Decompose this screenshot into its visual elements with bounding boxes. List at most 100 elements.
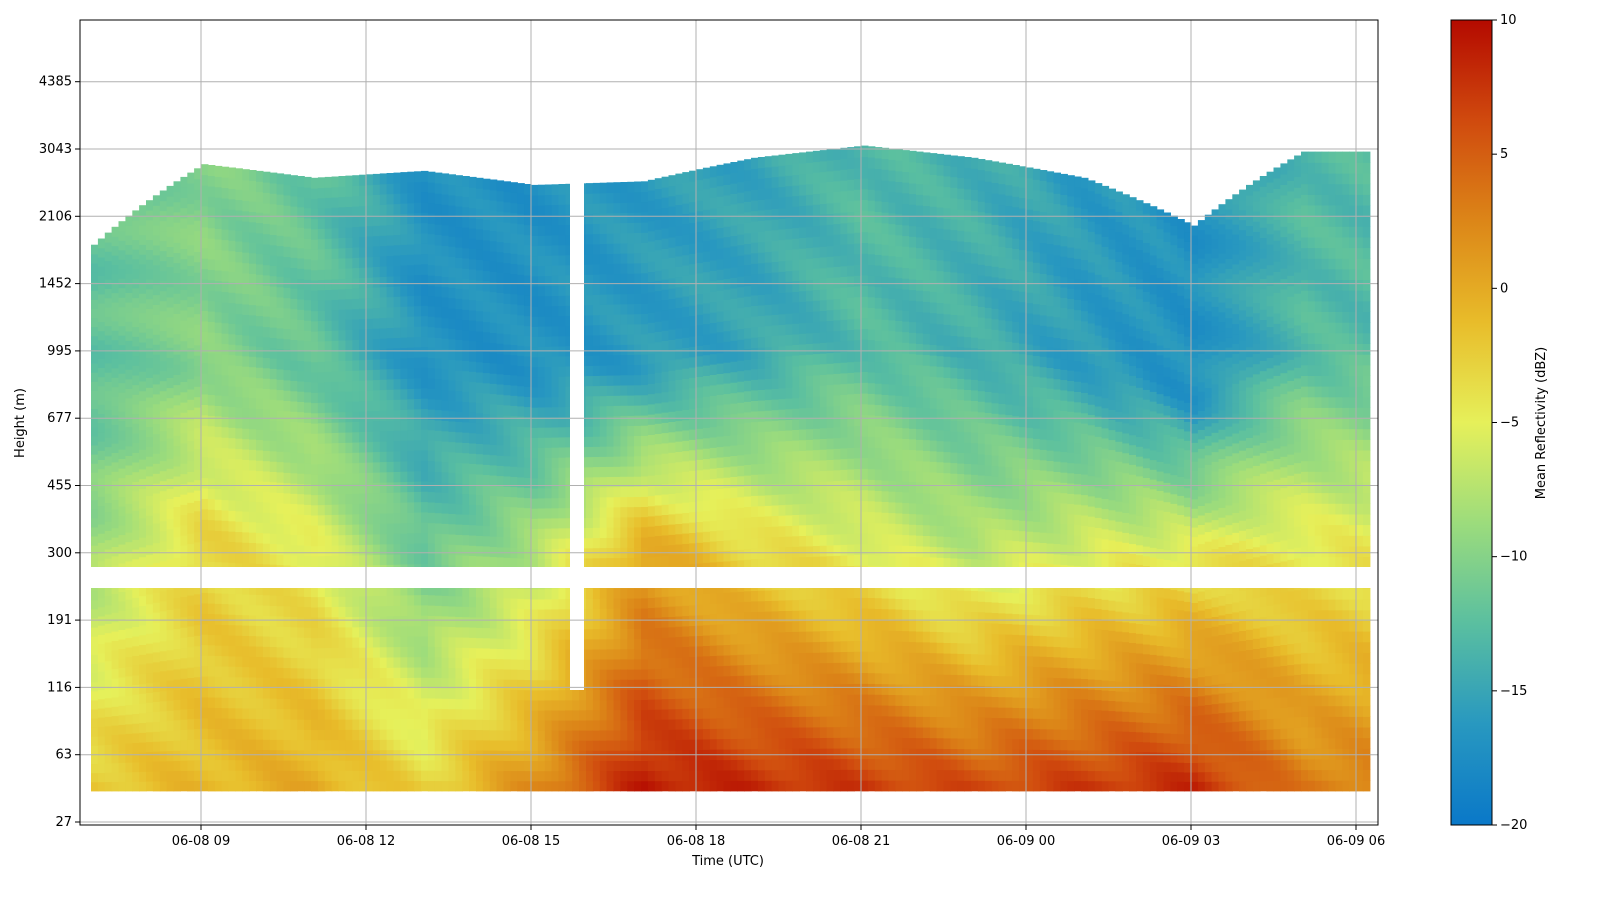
heatmap-cell: [531, 468, 539, 479]
heatmap-cell: [497, 201, 505, 212]
heatmap-cell: [290, 781, 298, 792]
heatmap-cell: [600, 527, 608, 538]
heatmap-cell: [174, 740, 182, 751]
heatmap-cell: [345, 606, 353, 617]
heatmap-cell: [112, 293, 120, 303]
heatmap-cell: [620, 537, 628, 548]
heatmap-cell: [194, 428, 202, 439]
heatmap-cell: [421, 367, 429, 378]
heatmap-cell: [146, 446, 154, 456]
heatmap-cell: [290, 206, 298, 217]
heatmap-cell: [428, 523, 436, 534]
heatmap-cell: [380, 719, 388, 730]
heatmap-cell: [249, 667, 257, 678]
heatmap-cell: [504, 385, 512, 396]
heatmap-cell: [655, 382, 663, 393]
heatmap-cell: [256, 326, 264, 337]
heatmap-cell: [394, 286, 402, 297]
heatmap-cell: [490, 271, 498, 282]
heatmap-cell: [648, 261, 656, 272]
heatmap-cell: [208, 363, 216, 374]
heatmap-cell: [462, 719, 470, 730]
heatmap-cell: [407, 234, 415, 245]
heatmap-cell: [180, 719, 188, 730]
heatmap-cell: [146, 338, 154, 348]
heatmap-cell: [194, 760, 202, 771]
heatmap-cell: [387, 204, 395, 215]
heatmap-cell: [634, 202, 642, 213]
heatmap-cell: [249, 491, 257, 502]
heatmap-cell: [504, 425, 512, 436]
heatmap-cell: [146, 732, 154, 742]
heatmap-cell: [125, 609, 132, 619]
heatmap-cell: [531, 518, 539, 529]
heatmap-cell: [167, 377, 175, 388]
heatmap-cell: [387, 760, 395, 771]
heatmap-cell: [607, 355, 615, 366]
heatmap-cell: [318, 280, 326, 291]
heatmap-cell: [119, 259, 127, 269]
heatmap-cell: [614, 182, 622, 193]
heatmap-cell: [504, 710, 512, 721]
heatmap-cell: [476, 443, 484, 454]
heatmap-cell: [600, 375, 608, 386]
heatmap-cell: [428, 657, 436, 668]
heatmap-cell: [373, 770, 381, 781]
heatmap-cell: [559, 245, 567, 256]
heatmap-cell: [153, 374, 161, 385]
heatmap-cell: [201, 269, 209, 280]
heatmap-cell: [132, 539, 140, 549]
heatmap-cell: [339, 289, 347, 300]
heatmap-cell: [394, 770, 402, 781]
heatmap-cell: [497, 506, 505, 517]
heatmap-cell: [277, 709, 285, 720]
heatmap-cell: [270, 482, 278, 493]
heatmap-cell: [600, 558, 608, 569]
heatmap-cell: [339, 668, 347, 679]
heatmap-cell: [332, 617, 340, 628]
heatmap-cell: [442, 266, 450, 277]
heatmap-cell: [339, 770, 347, 781]
heatmap-cell: [119, 487, 127, 497]
heatmap-cell: [490, 292, 498, 303]
heatmap-cell: [153, 305, 161, 316]
heatmap-cell: [263, 223, 271, 234]
heatmap-cell: [290, 709, 298, 720]
heatmap-cell: [352, 288, 360, 299]
heatmap-cell: [469, 310, 477, 321]
heatmap-cell: [180, 228, 188, 239]
heatmap-cell: [449, 380, 457, 391]
heatmap-cell: [586, 588, 594, 599]
heatmap-cell: [552, 245, 560, 256]
heatmap-cell: [139, 205, 147, 215]
heatmap-cell: [132, 588, 140, 598]
heatmap-cell: [607, 750, 615, 761]
heatmap-cell: [119, 667, 127, 677]
heatmap-cell: [586, 295, 594, 306]
heatmap-cell: [655, 454, 663, 465]
heatmap-cell: [648, 200, 656, 211]
heatmap-cell: [490, 353, 498, 364]
heatmap-cell: [325, 269, 333, 280]
heatmap-cell: [194, 251, 202, 262]
heatmap-cell: [462, 432, 470, 443]
heatmap-cell: [586, 598, 594, 609]
heatmap-cell: [146, 673, 154, 683]
heatmap-cell: [400, 708, 408, 719]
heatmap-cell: [559, 589, 567, 600]
heatmap-cell: [593, 284, 601, 295]
heatmap-cell: [325, 504, 333, 515]
heatmap-cell: [242, 542, 250, 553]
heatmap-cell: [201, 446, 209, 457]
heatmap-cell: [208, 739, 216, 750]
heatmap-cell: [112, 246, 120, 256]
heatmap-cell: [648, 322, 656, 333]
heatmap-cell: [249, 253, 257, 264]
heatmap-cell: [442, 781, 450, 792]
heatmap-cell: [620, 344, 628, 355]
heatmap-cell: [263, 337, 271, 348]
heatmap-cell: [153, 255, 161, 265]
heatmap-cell: [277, 266, 285, 277]
heatmap-cell: [483, 403, 491, 414]
heatmap-cell: [469, 279, 477, 290]
